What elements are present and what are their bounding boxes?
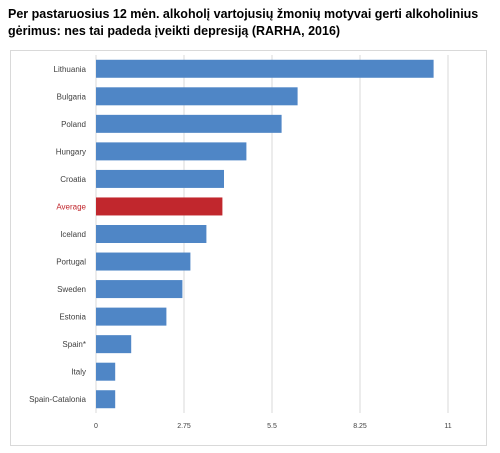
bar-lithuania — [96, 59, 434, 78]
category-label: Average — [56, 202, 86, 211]
category-label: Bulgaria — [57, 92, 87, 101]
chart-title: Per pastaruosius 12 mėn. alkoholį vartoj… — [8, 7, 479, 38]
x-tick-label: 2.75 — [177, 423, 191, 430]
category-label: Iceland — [60, 230, 86, 239]
category-label: Sweden — [57, 285, 86, 294]
chart-frame — [10, 50, 487, 446]
bar-average — [96, 197, 223, 216]
bar-croatia — [96, 169, 224, 188]
x-tick-label: 5.5 — [267, 423, 277, 430]
x-tick-label: 8.25 — [353, 423, 367, 430]
category-label: Croatia — [60, 175, 86, 184]
bar-estonia — [96, 307, 167, 326]
bar-sweden — [96, 280, 183, 299]
bar-poland — [96, 114, 282, 133]
bar-spain-catalonia — [96, 390, 116, 409]
category-label: Hungary — [56, 147, 86, 156]
x-tick-label: 0 — [94, 423, 98, 430]
x-tick-label: 11 — [444, 423, 451, 430]
bar-spain — [96, 335, 132, 354]
category-label: Lithuania — [54, 65, 87, 74]
category-label: Poland — [61, 120, 86, 129]
category-label: Estonia — [59, 313, 86, 322]
bar-iceland — [96, 225, 207, 243]
category-label: Italy — [71, 368, 86, 377]
category-label: Portugal — [56, 258, 86, 267]
bar-portugal — [96, 252, 191, 271]
bar-italy — [96, 362, 116, 381]
bar-bulgaria — [96, 87, 298, 106]
bar-hungary — [96, 142, 247, 161]
category-label: Spain-Catalonia — [29, 395, 86, 404]
category-label: Spain* — [62, 340, 86, 349]
